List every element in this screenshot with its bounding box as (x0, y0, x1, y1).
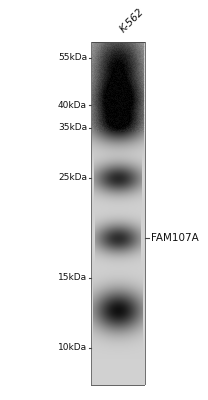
Text: 15kDa: 15kDa (58, 274, 87, 282)
Text: 10kDa: 10kDa (58, 344, 87, 352)
Text: 25kDa: 25kDa (58, 174, 87, 182)
Text: 35kDa: 35kDa (58, 124, 87, 132)
Text: K-562: K-562 (118, 6, 146, 34)
Text: FAM107A: FAM107A (151, 233, 199, 243)
Text: 40kDa: 40kDa (58, 100, 87, 110)
Text: 55kDa: 55kDa (58, 54, 87, 62)
